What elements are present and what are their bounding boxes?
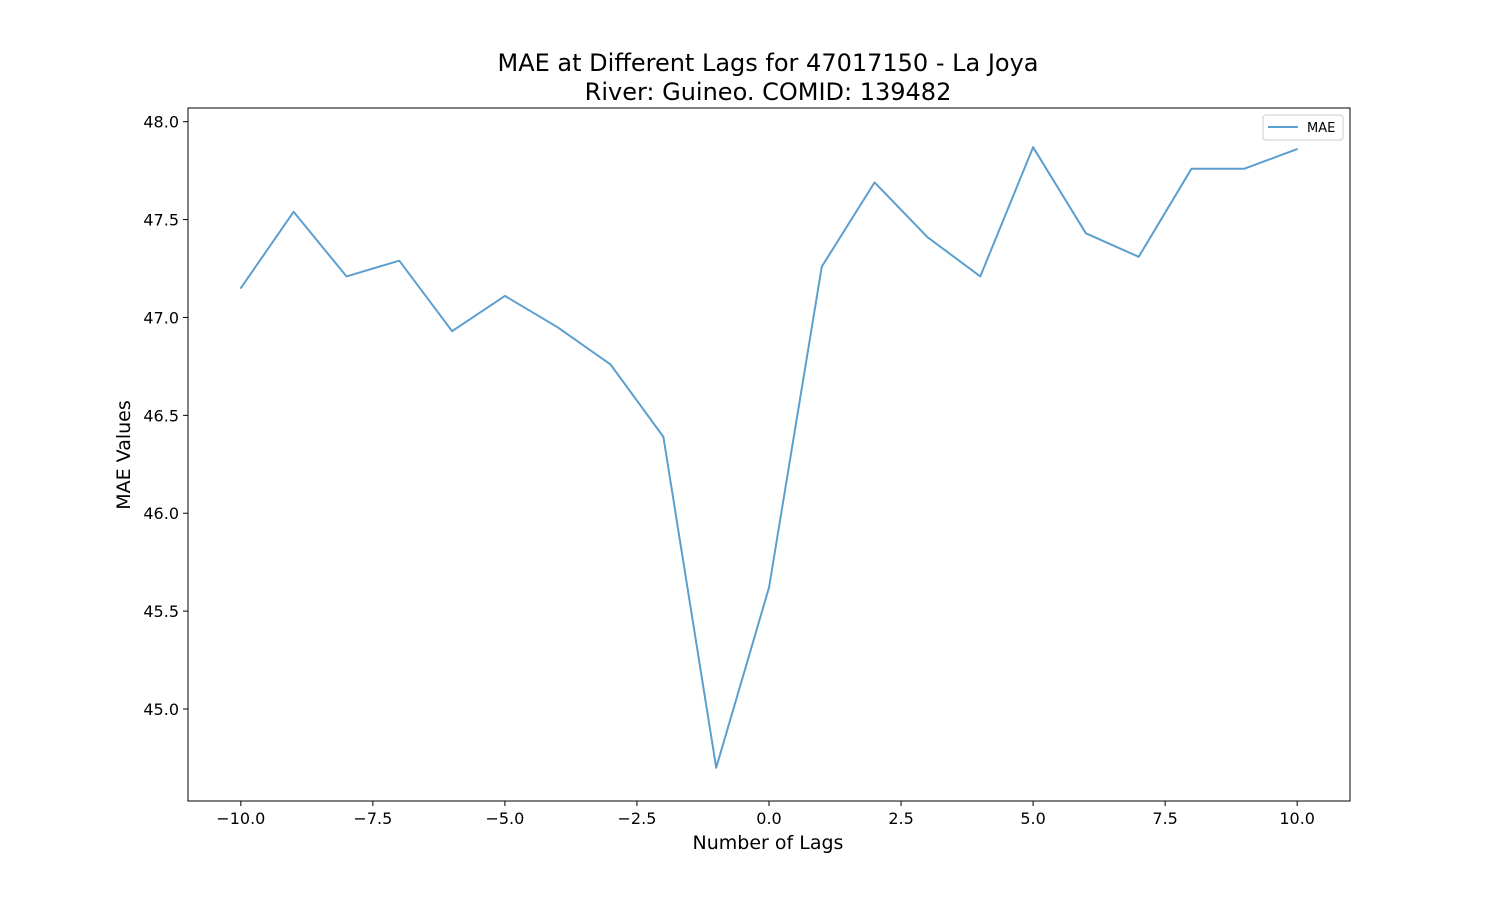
y-tick-label: 45.0	[143, 700, 179, 719]
y-axis-label: MAE Values	[113, 400, 135, 510]
y-tick-label: 47.5	[143, 211, 179, 230]
data-point	[1296, 148, 1298, 150]
data-point	[1243, 167, 1246, 170]
legend-box	[1262, 114, 1344, 141]
data-point	[504, 295, 506, 297]
data-point	[609, 363, 612, 366]
data-point	[240, 287, 242, 289]
x-axis: −10.0 −7.5 −5.0 −2.5 0.0 2.5 5.0 7.5 10.0	[216, 801, 1315, 828]
data-point	[662, 436, 665, 438]
x-tick-label: −10.0	[216, 809, 265, 828]
chart-title-line2: River: Guineo. COMID: 139482	[585, 78, 952, 106]
data-point	[451, 330, 453, 332]
x-tick-label: −7.5	[353, 809, 392, 828]
series-layer	[239, 146, 1298, 769]
plot-area-frame	[187, 107, 1351, 802]
x-axis-label: Number of Lags	[693, 832, 844, 854]
data-point	[873, 181, 876, 184]
data-point	[1190, 167, 1193, 170]
x-tick-label: −2.5	[618, 809, 657, 828]
data-point	[768, 586, 770, 589]
data-point	[979, 275, 982, 278]
data-point	[345, 275, 348, 278]
y-tick-label: 45.5	[143, 602, 179, 621]
y-axis: 45.0 45.5 46.0 46.5 47.0 47.5 48.0	[143, 113, 188, 719]
data-point	[926, 236, 929, 239]
data-point	[1032, 146, 1034, 148]
x-tick-label: 10.0	[1279, 809, 1315, 828]
data-point	[1085, 232, 1087, 235]
x-tick-label: 7.5	[1152, 809, 1177, 828]
legend: MAE	[1262, 114, 1344, 141]
series-line-mae	[239, 146, 1298, 769]
data-point	[398, 259, 401, 262]
data-point	[715, 766, 717, 769]
x-tick-label: 2.5	[888, 809, 913, 828]
data-point	[1137, 255, 1140, 258]
chart-title-line1: MAE at Different Lags for 47017150 - La …	[498, 49, 1039, 77]
x-tick-label: 5.0	[1020, 809, 1045, 828]
data-point	[292, 210, 295, 213]
data-point	[556, 326, 559, 329]
x-tick-label: 0.0	[756, 809, 781, 828]
x-tick-label: −5.0	[485, 809, 524, 828]
y-tick-label: 47.0	[143, 308, 179, 327]
legend-label-mae: MAE	[1307, 121, 1335, 136]
y-tick-label: 46.0	[143, 504, 179, 523]
y-tick-label: 46.5	[143, 406, 179, 425]
y-tick-label: 48.0	[143, 113, 179, 132]
data-point	[821, 265, 823, 268]
